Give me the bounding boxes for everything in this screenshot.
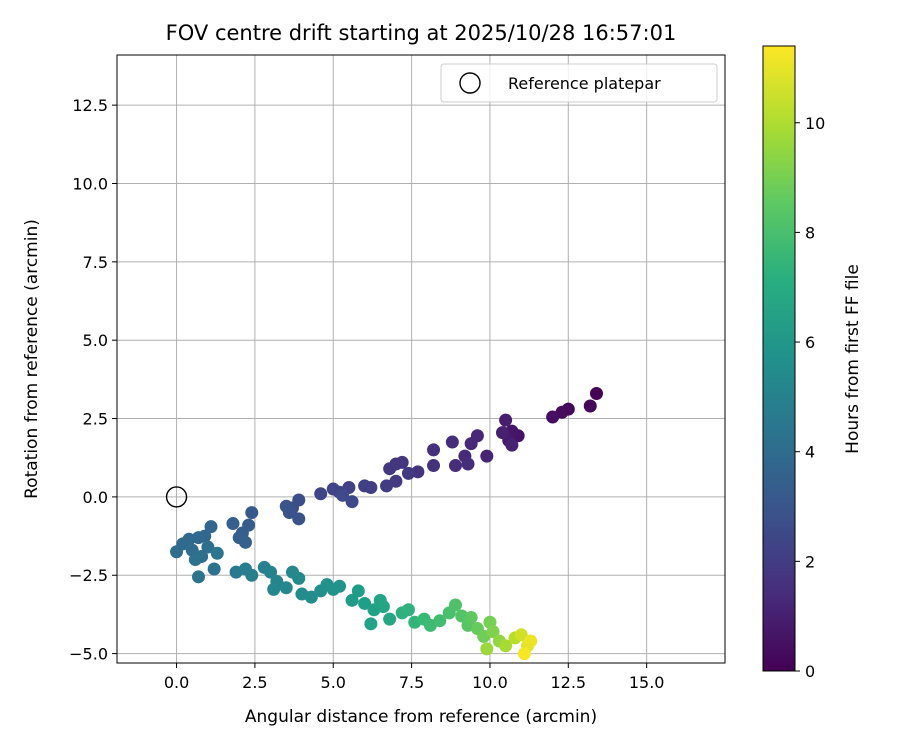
data-point: [427, 459, 441, 473]
colorbar-ticks: 0 2 4 6 8 10: [795, 114, 825, 681]
data-point: [383, 612, 397, 626]
data-point: [517, 647, 531, 661]
data-point: [292, 571, 306, 585]
legend-label: Reference platepar: [508, 74, 661, 93]
data-point: [226, 517, 240, 531]
y-tick-label: 10.0: [72, 174, 108, 193]
data-point: [326, 482, 340, 496]
data-point: [448, 598, 462, 612]
y-axis-label: Rotation from reference (arcmin): [22, 219, 42, 499]
legend-box: [440, 63, 718, 103]
data-point: [351, 584, 365, 598]
x-tick-label: 2.5: [242, 673, 267, 692]
data-point: [499, 639, 513, 653]
reference-marker: [165, 486, 188, 508]
data-point: [546, 410, 560, 424]
scatter-points: [170, 386, 604, 661]
y-tick-label: 12.5: [72, 96, 108, 115]
y-axis-ticks: −5.0 −2.5 0.0 2.5 5.0 7.5 10.0 12.5: [69, 96, 117, 664]
data-point: [480, 449, 494, 463]
x-axis-label: Angular distance from reference (arcmin): [245, 707, 597, 727]
data-point: [448, 459, 462, 473]
data-point: [495, 426, 509, 440]
data-point: [207, 562, 221, 576]
data-point: [188, 553, 202, 567]
colorbar-tick-label: 2: [805, 552, 815, 571]
y-tick-label: −5.0: [69, 645, 108, 664]
data-point: [401, 466, 415, 480]
data-point: [204, 520, 218, 534]
x-tick-label: 12.5: [550, 673, 586, 692]
reference-platepar-point: [165, 486, 188, 508]
data-point: [267, 582, 281, 596]
data-point: [292, 512, 306, 526]
data-point: [505, 438, 519, 452]
colorbar-tick-label: 8: [805, 223, 815, 242]
y-tick-label: 5.0: [83, 331, 108, 350]
legend-marker-icon: [459, 72, 481, 94]
x-tick-label: 10.0: [472, 673, 508, 692]
data-point: [464, 611, 478, 625]
data-point: [345, 593, 359, 607]
data-point: [210, 546, 224, 560]
x-axis-ticks: 0.0 2.5 5.0 7.5 10.0 12.5 15.0: [164, 663, 665, 692]
data-point: [245, 506, 259, 520]
data-point: [583, 399, 597, 413]
data-point: [524, 634, 538, 648]
x-tick-label: 5.0: [321, 673, 346, 692]
data-point: [499, 413, 513, 427]
data-point: [383, 462, 397, 476]
y-tick-label: 2.5: [83, 410, 108, 429]
data-point: [314, 487, 328, 501]
colorbar: 0 2 4 6 8 10 Hours from first FF file: [762, 45, 863, 681]
data-point: [358, 479, 372, 493]
data-point: [380, 479, 394, 493]
colorbar-tick-label: 6: [805, 333, 815, 352]
data-point: [201, 540, 215, 554]
y-tick-label: 0.0: [83, 488, 108, 507]
y-tick-label: 7.5: [83, 253, 108, 272]
colorbar-tick-label: 4: [805, 443, 815, 462]
data-point: [486, 625, 500, 639]
data-point: [170, 545, 184, 559]
data-point: [304, 590, 318, 604]
data-point: [376, 600, 390, 614]
chart-title: FOV centre drift starting at 2025/10/28 …: [166, 21, 677, 45]
data-point: [238, 535, 252, 549]
data-point: [461, 457, 475, 471]
data-point: [445, 435, 459, 449]
colorbar-gradient: [762, 45, 796, 672]
data-point: [345, 495, 359, 509]
x-tick-label: 7.5: [399, 673, 424, 692]
data-point: [336, 488, 350, 502]
data-point: [590, 386, 604, 400]
data-point: [364, 617, 378, 631]
colorbar-tick-label: 10: [805, 114, 825, 133]
colorbar-label: Hours from first FF file: [843, 264, 863, 454]
data-point: [401, 603, 415, 617]
plot-frame: [116, 54, 726, 664]
x-tick-label: 0.0: [164, 673, 189, 692]
data-point: [480, 642, 494, 656]
data-point: [279, 499, 293, 513]
data-point: [333, 579, 347, 593]
data-point: [191, 570, 205, 584]
x-tick-label: 15.0: [629, 673, 665, 692]
data-point: [514, 628, 528, 642]
data-point: [264, 565, 278, 579]
y-tick-label: −2.5: [69, 566, 108, 585]
data-point: [358, 596, 372, 610]
grid: [117, 55, 725, 663]
legend: Reference platepar: [440, 63, 718, 103]
colorbar-tick-label: 0: [805, 662, 815, 681]
data-point: [245, 568, 259, 582]
data-point: [427, 443, 441, 457]
data-point: [464, 437, 478, 451]
data-point: [279, 581, 293, 595]
data-point: [433, 614, 447, 628]
